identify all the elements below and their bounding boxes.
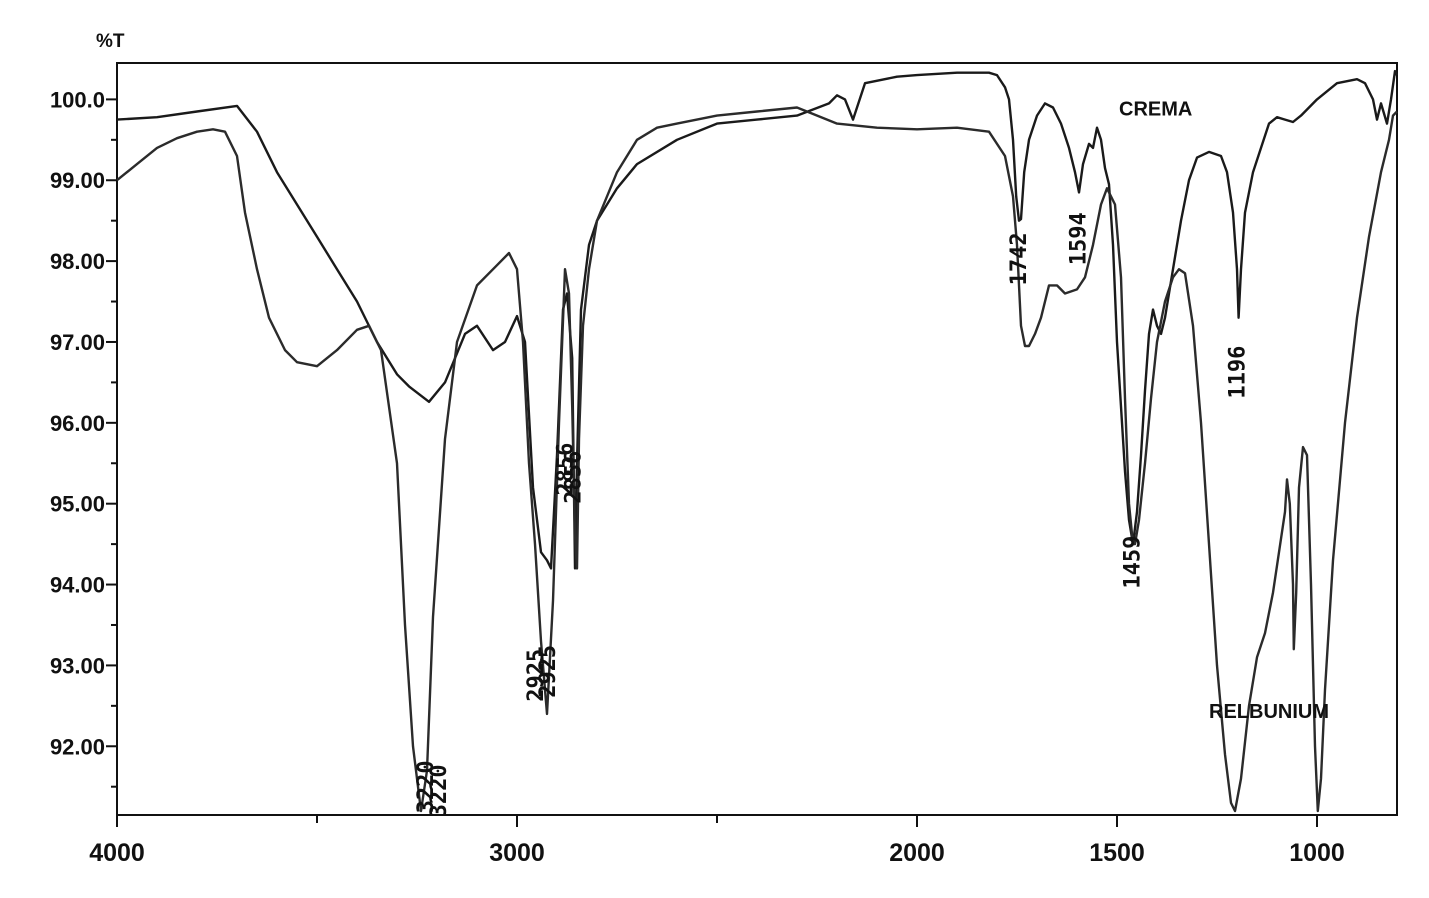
y-tick-label: 96.00 — [50, 411, 105, 436]
peak-label: 2925 — [536, 645, 561, 698]
y-tick-label: 93.00 — [50, 653, 105, 678]
peak-label: 3220 — [414, 760, 439, 813]
peak-label: 1742 — [1007, 232, 1032, 285]
x-tick-label: 3000 — [489, 839, 545, 867]
x-tick-label: 2000 — [889, 839, 945, 867]
y-axis-ticks: 100.0 99.00 98.00 97.00 96.00 95.00 94.00 93.00… — [50, 87, 117, 788]
series-line-crema — [116, 69, 1399, 570]
peak-label: 2925 — [524, 649, 549, 702]
y-tick-label: 92.00 — [50, 734, 105, 759]
x-tick-label: 1500 — [1089, 839, 1145, 867]
series-label-relbunium: RELBUNIUM — [1209, 701, 1329, 723]
series-line-relbunium — [116, 106, 1398, 813]
spectrum-series — [116, 69, 1399, 813]
y-tick-label: 100.0 — [50, 87, 105, 112]
peak-label: 1459 — [1120, 536, 1145, 589]
y-tick-label: 99.00 — [50, 168, 105, 193]
peak-label: 2856 — [562, 451, 587, 504]
y-tick-label: 98.00 — [50, 249, 105, 274]
peak-label: 1594 — [1066, 212, 1091, 265]
peak-label: 3220 — [427, 764, 452, 817]
y-axis-label: %T — [96, 31, 125, 52]
x-axis-ticks: 4000 3000 2000 1500 1000 — [89, 815, 1345, 867]
peak-label: 2856 — [554, 443, 579, 496]
y-tick-label: 97.00 — [50, 330, 105, 355]
x-tick-label: 1000 — [1289, 839, 1345, 867]
x-tick-label: 4000 — [89, 839, 145, 867]
y-tick-label: 94.00 — [50, 573, 105, 598]
series-labels: CREMA RELBUNIUM — [1119, 99, 1329, 723]
plot-frame — [116, 62, 1398, 816]
series-label-crema: CREMA — [1119, 99, 1192, 121]
y-tick-label: 95.00 — [50, 492, 105, 517]
peak-label: 1196 — [1226, 346, 1251, 399]
